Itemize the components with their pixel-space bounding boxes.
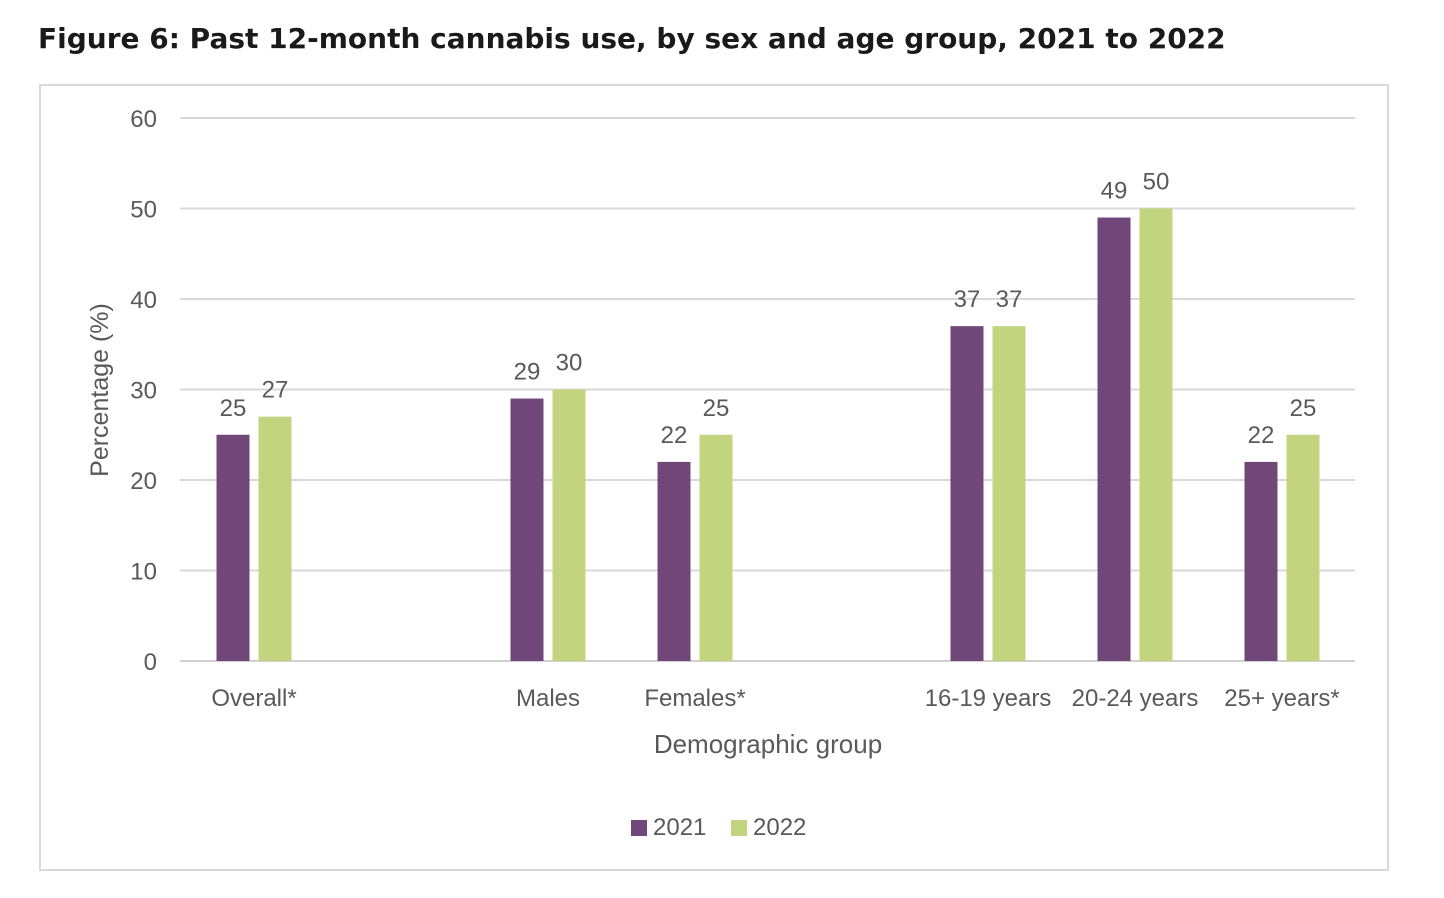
y-tick-label: 10	[130, 559, 157, 586]
x-tick-label: Overall*	[211, 685, 296, 712]
chart-frame	[39, 84, 1389, 871]
y-tick-label: 30	[130, 378, 157, 405]
data-label: 25	[703, 395, 730, 422]
bar-2021-4	[1097, 217, 1131, 662]
bar-2021-3	[950, 326, 984, 661]
y-axis-title: Percentage (%)	[86, 303, 114, 477]
data-label: 27	[262, 377, 289, 404]
gridlines	[180, 117, 1355, 662]
data-label: 22	[661, 422, 688, 449]
legend-swatch-2021	[631, 820, 647, 836]
x-tick-label: 20-24 years	[1072, 685, 1199, 712]
bar-2021-2	[657, 461, 691, 661]
bar-2022-5	[1286, 434, 1320, 661]
x-tick-label: 16-19 years	[925, 685, 1052, 712]
bar-2021-5	[1244, 461, 1278, 661]
data-label: 22	[1248, 422, 1275, 449]
data-label: 50	[1143, 169, 1170, 196]
x-axis-title: Demographic group	[654, 729, 882, 759]
data-label: 49	[1101, 178, 1128, 205]
y-tick-label: 50	[130, 197, 157, 224]
data-label: 25	[1290, 395, 1317, 422]
bar-2021-1	[510, 398, 544, 661]
x-tick-labels: Overall* Males Females* 16-19 years 20-24 ye…	[211, 685, 1339, 712]
data-label: 25	[220, 395, 247, 422]
bar-2022-2	[699, 434, 733, 661]
x-tick-label: Males	[516, 685, 580, 712]
data-label: 29	[514, 359, 541, 386]
bar-2022-3	[992, 326, 1026, 661]
bars	[216, 208, 1320, 662]
x-tick-label: 25+ years*	[1224, 685, 1339, 712]
y-tick-label: 20	[130, 468, 157, 495]
figure-title: Figure 6: Past 12-month cannabis use, by…	[38, 22, 1226, 55]
legend-label: 2021	[653, 814, 706, 841]
data-label: 37	[996, 286, 1023, 313]
y-tick-labels: 0 10 20 30 40 50 60	[130, 106, 157, 676]
legend: 2021 2022	[631, 814, 806, 841]
legend-label: 2022	[753, 814, 806, 841]
bar-2022-1	[552, 389, 586, 661]
data-label: 30	[556, 350, 583, 377]
legend-swatch-2022	[731, 820, 747, 836]
y-tick-label: 40	[130, 287, 157, 314]
y-tick-label: 60	[130, 106, 157, 133]
x-tick-label: Females*	[644, 685, 745, 712]
data-labels: 25 27 29 30 22 25 37 37 49 50 22 25	[220, 169, 1317, 449]
bar-2022-4	[1139, 208, 1173, 661]
bar-2022-0	[258, 416, 292, 661]
y-tick-label: 0	[144, 649, 157, 676]
data-label: 37	[954, 286, 981, 313]
bar-2021-0	[216, 434, 250, 661]
